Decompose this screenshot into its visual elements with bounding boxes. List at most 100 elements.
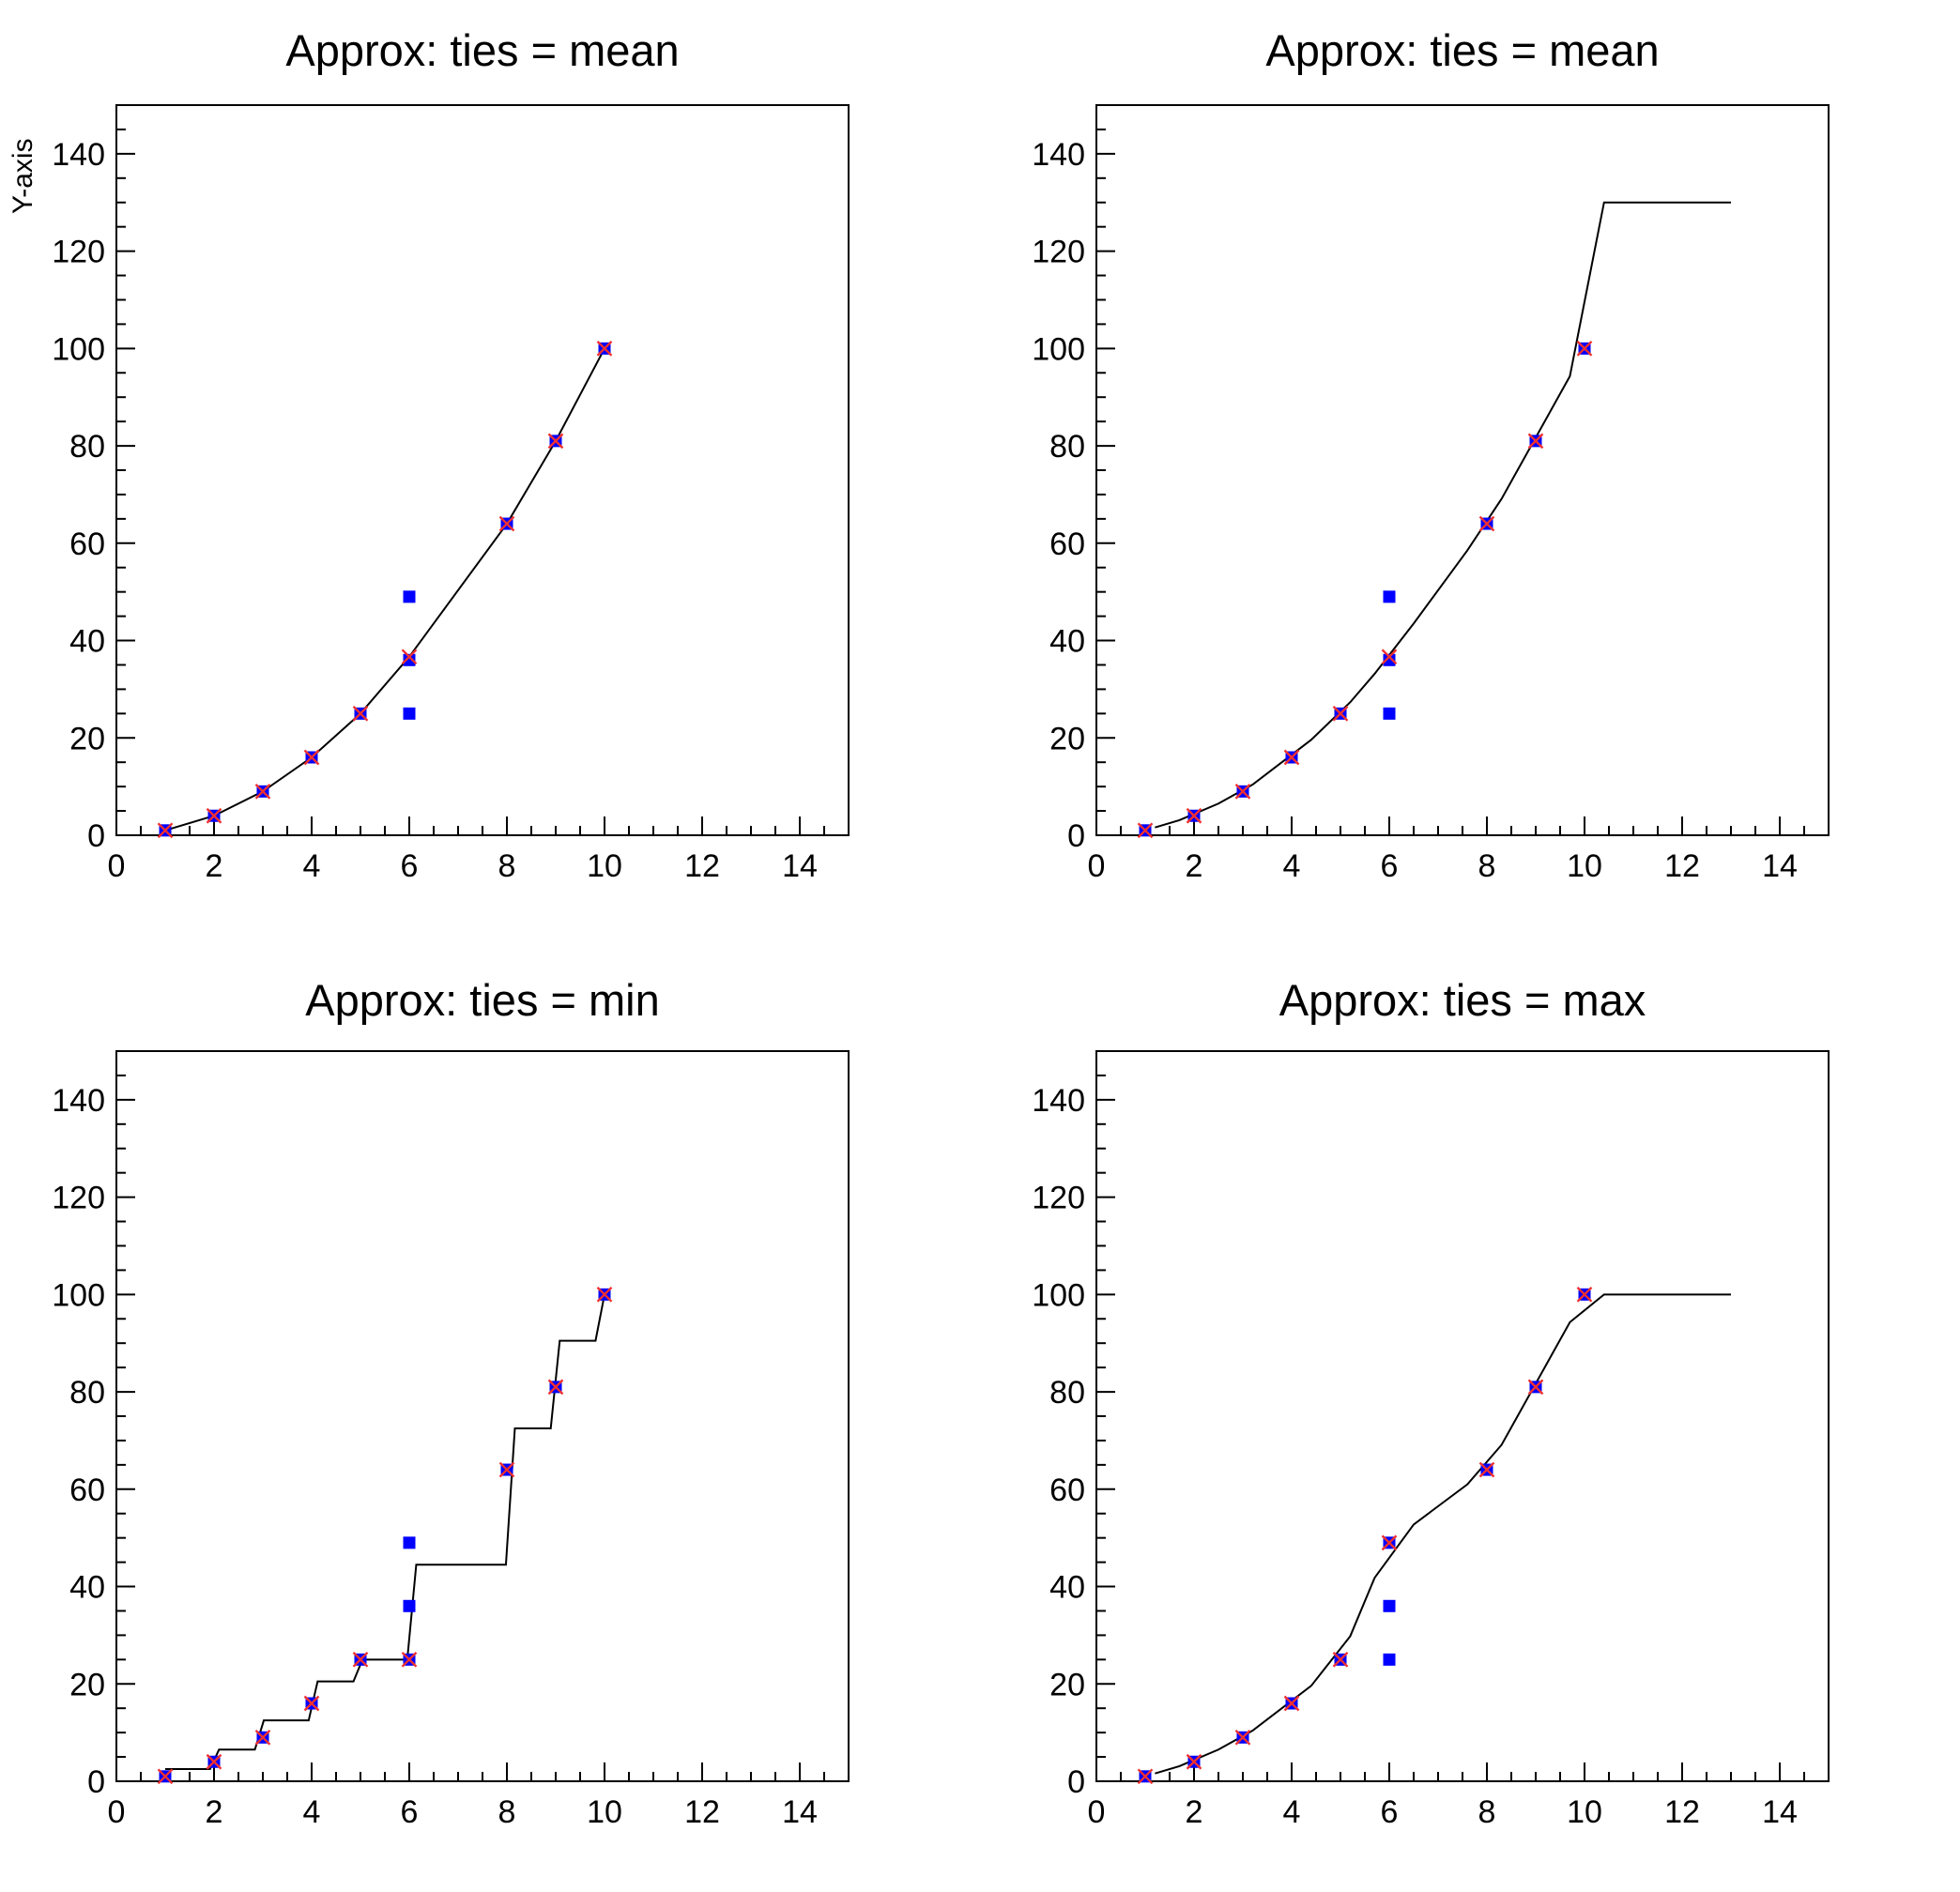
input-point-marker: [403, 707, 416, 720]
x-tick-label: 2: [1186, 1794, 1203, 1830]
tie-point-marker: [1381, 648, 1398, 665]
plot-frame: [115, 1050, 850, 1782]
tie-point-marker: [303, 1695, 320, 1712]
input-point-marker: [1383, 590, 1396, 603]
pad-2-ties-mean-rule2: Approx: ties = mean 0 2 4 6 8 10 12 14020406080…: [980, 0, 1960, 946]
y-tick-label: 40: [69, 624, 105, 660]
tie-point-marker: [254, 783, 271, 800]
tie-point-marker: [1283, 1695, 1300, 1712]
input-point-marker: [1383, 707, 1396, 720]
tie-point-marker: [498, 515, 515, 532]
input-point-marker: [403, 590, 416, 603]
tie-point-marker: [1283, 749, 1300, 766]
tie-point-marker: [1381, 1534, 1398, 1551]
y-tick-label: 140: [52, 1083, 105, 1119]
x-tick-label: 10: [587, 1794, 622, 1830]
y-tick-label: 20: [69, 721, 105, 756]
y-tick-label: 120: [1032, 1181, 1085, 1216]
x-tick-label: 10: [1567, 1794, 1602, 1830]
tie-point-marker: [1527, 1379, 1544, 1396]
tie-point-marker: [254, 1729, 271, 1746]
tie-point-marker: [596, 340, 613, 357]
tie-point-marker: [157, 822, 174, 839]
x-tick-label: 12: [1664, 848, 1700, 884]
tie-point-marker: [352, 1651, 369, 1668]
tie-point-marker: [1234, 783, 1251, 800]
tie-point-marker: [547, 1379, 564, 1396]
y-tick-label: 100: [52, 331, 105, 367]
input-point-marker: [1383, 1599, 1396, 1612]
pad-4-ties-max: Approx: ties = max 0 2 4 6 8 10 12 140204060801…: [980, 946, 1960, 1892]
y-tick-label: 20: [1049, 1667, 1085, 1702]
pad-3-ties-min: Approx: ties = min 0 2 4 6 8 10 12 140 20 40 60 80 1…: [0, 946, 980, 1892]
interpolation-curve: [1155, 201, 1731, 829]
y-tick-label: 140: [1032, 137, 1085, 173]
x-tick-label: 6: [401, 1794, 419, 1830]
tie-point-marker: [1576, 340, 1593, 357]
x-tick-label: 0: [1088, 1794, 1106, 1830]
x-tick-label: 4: [1283, 1794, 1301, 1830]
pad-title: Approx: ties = min: [305, 975, 659, 1025]
tie-point-marker: [1137, 1768, 1154, 1785]
y-tick-label: 0: [1067, 818, 1085, 854]
tie-point-marker: [1332, 705, 1349, 722]
y-tick-label: 120: [52, 1181, 105, 1216]
input-point-marker: [1383, 653, 1396, 666]
x-tick-label: 2: [206, 1794, 223, 1830]
y-tick-label: 60: [69, 526, 105, 562]
input-point-marker: [403, 1536, 416, 1549]
y-tick-label: 80: [1049, 429, 1085, 465]
x-tick-label: 10: [1567, 848, 1602, 884]
tie-point-marker: [206, 1753, 222, 1770]
y-tick-label: 0: [1067, 1764, 1085, 1800]
tie-point-marker: [1527, 433, 1544, 450]
y-tick-label: 40: [1049, 1570, 1085, 1606]
y-tick-label: 20: [69, 1667, 105, 1702]
input-point-marker: [403, 1599, 416, 1612]
x-tick-label: 8: [498, 1794, 516, 1830]
x-tick-label: 8: [1478, 1794, 1496, 1830]
y-tick-label: 80: [69, 1375, 105, 1411]
tie-point-marker: [1186, 807, 1202, 824]
x-tick-label: 0: [108, 1794, 126, 1830]
y-tick-label: 140: [1032, 1083, 1085, 1119]
tie-point-marker: [547, 433, 564, 450]
tie-point-marker: [1234, 1729, 1251, 1746]
input-point-marker: [1383, 1653, 1396, 1666]
x-tick-label: 4: [303, 848, 321, 884]
x-tick-label: 2: [1186, 848, 1203, 884]
tie-point-marker: [498, 1461, 515, 1478]
x-tick-label: 8: [1478, 848, 1496, 884]
x-tick-label: 14: [782, 848, 818, 884]
tie-point-marker: [401, 1651, 418, 1668]
x-tick-label: 4: [303, 1794, 321, 1830]
tie-point-marker: [1137, 822, 1154, 839]
plot-frame: [1095, 104, 1830, 836]
x-tick-label: 14: [1762, 848, 1798, 884]
pad-title: Approx: ties = max: [1279, 975, 1646, 1025]
tie-point-marker: [303, 749, 320, 766]
tie-point-marker: [1478, 1461, 1495, 1478]
x-tick-label: 6: [401, 848, 419, 884]
y-tick-label: 40: [69, 1570, 105, 1606]
pad-title: Approx: ties = mean: [1265, 25, 1659, 75]
y-tick-label: 120: [52, 235, 105, 270]
interpolation-curve: [164, 347, 605, 832]
tie-point-marker: [1576, 1286, 1593, 1303]
x-tick-label: 10: [587, 848, 622, 884]
x-tick-label: 6: [1381, 1794, 1399, 1830]
pad-1-ties-mean: Approx: ties = mean Y-axis 0 2 4 6 8 10 12 1402…: [0, 0, 980, 946]
tie-point-marker: [401, 648, 418, 665]
x-tick-label: 12: [684, 1794, 720, 1830]
x-tick-label: 6: [1381, 848, 1399, 884]
x-tick-label: 2: [206, 848, 223, 884]
y-tick-label: 100: [1032, 1277, 1085, 1313]
tie-point-marker: [206, 807, 222, 824]
x-tick-label: 0: [1088, 848, 1106, 884]
interpolation-curve: [1155, 1293, 1731, 1775]
y-tick-label: 120: [1032, 235, 1085, 270]
y-tick-label: 60: [69, 1472, 105, 1508]
